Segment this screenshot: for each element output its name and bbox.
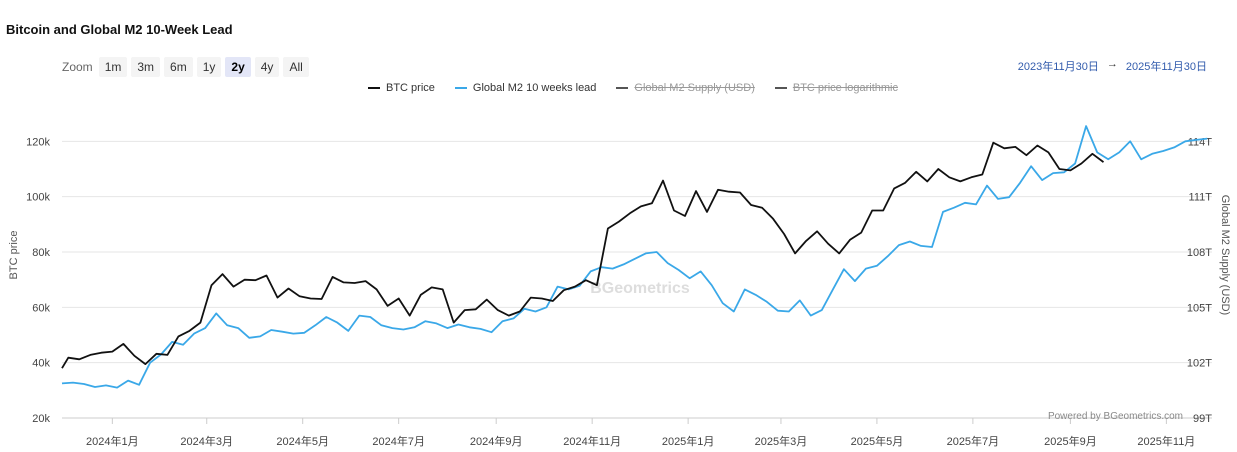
- x-tick-label: 2024年3月: [180, 434, 233, 448]
- date-range: 2023年11月30日 → 2025年11月30日: [1018, 58, 1207, 74]
- legend-item-global-m2-supply[interactable]: Global M2 Supply (USD): [616, 82, 755, 94]
- y-left-tick-label: 120k: [26, 136, 50, 148]
- x-tick-label: 2025年7月: [947, 434, 1000, 448]
- x-tick-label: 2025年3月: [755, 434, 808, 448]
- legend-label: Global M2 Supply (USD): [634, 82, 755, 94]
- range-arrow: →: [1106, 58, 1118, 70]
- y-left-tick-label: 100k: [26, 192, 50, 204]
- zoom-6m-button[interactable]: 6m: [164, 57, 193, 77]
- series-line-global-m2-lead[interactable]: [61, 125, 1208, 389]
- chart-title: Bitcoin and Global M2 10-Week Lead: [6, 22, 233, 37]
- legend-swatch: [616, 87, 629, 89]
- zoom-all-button[interactable]: All: [283, 57, 309, 77]
- y-left-tick-label: 60k: [32, 302, 50, 314]
- watermark: BGeometrics: [590, 280, 690, 297]
- x-tick-label: 2025年11月: [1137, 434, 1195, 448]
- y-right-tick-label: 105T: [1187, 302, 1212, 314]
- y-left-tick-label: 40k: [32, 358, 50, 370]
- series-lines: [61, 125, 1208, 389]
- y-axis-right: 99T 102T 105T 108T 111T 114T: [1187, 136, 1212, 425]
- zoom-controls: Zoom 1m 3m 6m 1y 2y 4y All: [62, 57, 309, 77]
- x-tick-label: 2025年1月: [662, 434, 715, 448]
- legend-item-btc-price[interactable]: BTC price: [368, 82, 435, 94]
- y-axis-left: 20k 40k 60k 80k 100k 120k: [26, 136, 50, 425]
- y-left-tick-label: 80k: [32, 247, 50, 259]
- legend-item-global-m2-lead[interactable]: Global M2 10 weeks lead: [454, 82, 597, 94]
- y-right-tick-label: 111T: [1189, 192, 1213, 204]
- range-to-input[interactable]: 2025年11月30日: [1125, 61, 1207, 73]
- legend-label: Global M2 10 weeks lead: [472, 82, 597, 94]
- x-tick-label: 2024年9月: [470, 434, 523, 448]
- x-axis: 2024年1月 2024年3月 2024年5月 2024年7月 2024年9月 2024年…: [86, 418, 1195, 448]
- y-axis-left-label: BTC price: [8, 231, 20, 280]
- series-line-btc-price[interactable]: [61, 141, 1105, 369]
- legend-swatch: [454, 87, 467, 89]
- y-right-tick-label: 108T: [1187, 247, 1212, 259]
- y-axis-right-label: Global M2 Supply (USD): [1219, 195, 1231, 315]
- x-tick-label: 2024年1月: [86, 434, 139, 448]
- powered-by-link[interactable]: Powered by BGeometrics.com: [1047, 411, 1183, 422]
- x-tick-label: 2024年5月: [276, 434, 329, 448]
- legend-swatch: [774, 87, 787, 89]
- zoom-2y-button[interactable]: 2y: [225, 57, 251, 77]
- range-from-input[interactable]: 2023年11月30日: [1017, 61, 1099, 73]
- legend-swatch: [368, 87, 380, 89]
- y-right-tick-label: 99T: [1193, 413, 1212, 425]
- legend-item-btc-log[interactable]: BTC price logarithmic: [774, 82, 898, 94]
- x-tick-label: 2025年9月: [1044, 434, 1097, 448]
- legend-label: BTC price logarithmic: [792, 82, 898, 94]
- x-tick-label: 2024年11月: [563, 434, 621, 448]
- zoom-1y-button[interactable]: 1y: [196, 57, 222, 77]
- x-tick-label: 2025年5月: [851, 434, 904, 448]
- y-left-tick-label: 20k: [32, 413, 50, 425]
- chart-legend: BTC price Global M2 10 weeks lead Global…: [368, 82, 898, 94]
- legend-label: BTC price: [386, 82, 435, 94]
- grid-lines: [62, 140, 1212, 419]
- y-right-tick-label: 114T: [1188, 136, 1213, 148]
- zoom-4y-button[interactable]: 4y: [254, 57, 280, 77]
- zoom-3m-button[interactable]: 3m: [131, 57, 161, 77]
- x-tick-label: 2024年7月: [372, 434, 425, 448]
- zoom-1m-button[interactable]: 1m: [98, 57, 128, 77]
- zoom-label: Zoom: [62, 60, 93, 74]
- y-right-tick-label: 102T: [1187, 358, 1212, 370]
